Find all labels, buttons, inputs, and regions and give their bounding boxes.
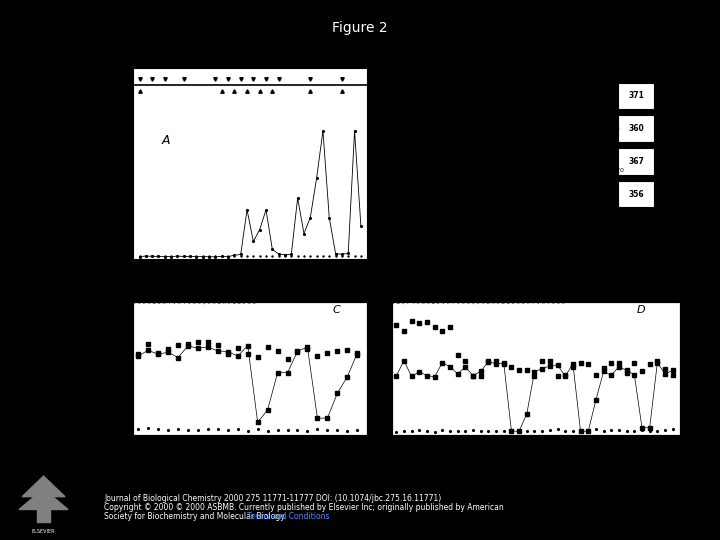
FancyBboxPatch shape bbox=[618, 148, 654, 174]
Text: Copyright © 2000 © 2000 ASBMB. Currently published by Elsevier Inc; originally p: Copyright © 2000 © 2000 ASBMB. Currently… bbox=[104, 503, 504, 512]
Text: Terms and Conditions: Terms and Conditions bbox=[247, 512, 330, 522]
Text: D: D bbox=[637, 305, 646, 315]
Text: 340: 340 bbox=[392, 293, 404, 298]
Polygon shape bbox=[22, 476, 65, 497]
Text: 373: 373 bbox=[552, 252, 563, 256]
Text: 366: 366 bbox=[575, 237, 587, 241]
Text: TH8: TH8 bbox=[262, 469, 278, 478]
Text: 359: 359 bbox=[602, 210, 614, 215]
Text: 362: 362 bbox=[521, 260, 534, 265]
Y-axis label: CPM: CPM bbox=[110, 363, 115, 374]
Y-axis label: pmole: pmole bbox=[682, 361, 687, 376]
Text: 357: 357 bbox=[521, 74, 534, 79]
X-axis label: Cycle No.: Cycle No. bbox=[238, 446, 263, 450]
Text: 315: 315 bbox=[133, 293, 145, 298]
Text: 358: 358 bbox=[468, 240, 480, 245]
X-axis label: Slice No.: Slice No. bbox=[237, 270, 264, 275]
Y-axis label: CPM: CPM bbox=[110, 157, 115, 170]
FancyBboxPatch shape bbox=[618, 116, 654, 141]
Text: 361: 361 bbox=[471, 90, 482, 95]
Text: 364: 364 bbox=[572, 90, 584, 95]
Y-axis label: CPM: CPM bbox=[369, 363, 374, 374]
Text: C: C bbox=[332, 305, 340, 315]
Text: Figure 2: Figure 2 bbox=[332, 21, 388, 35]
X-axis label: Cycle No.: Cycle No. bbox=[523, 446, 549, 450]
Text: 360: 360 bbox=[628, 124, 644, 133]
Text: C I L K A N R T V R Y V G G Q E H A M L A A D K N: C I L K A N R T V R Y V G G Q E H A M L … bbox=[133, 301, 256, 305]
Text: TH9: TH9 bbox=[536, 469, 552, 478]
Text: S A Q F T L G S A D V R Y V G G Q E H A M L A A D K N R T V R Y V G G: S A Q F T L G S A D V R Y V G G Q E H A … bbox=[392, 301, 565, 305]
Text: 372: 372 bbox=[431, 168, 443, 173]
FancyBboxPatch shape bbox=[618, 83, 654, 109]
Text: 1H9: 1H9 bbox=[518, 153, 537, 164]
Text: Journal of Biological Chemistry 2000 275 11771-11777 DOI: (10.1074/jbc.275.16.11: Journal of Biological Chemistry 2000 275… bbox=[104, 494, 441, 503]
Text: 368: 368 bbox=[435, 126, 447, 131]
Text: 367: 367 bbox=[628, 157, 644, 166]
Y-axis label: pmole: pmole bbox=[369, 361, 374, 376]
Polygon shape bbox=[19, 489, 68, 510]
Text: 369: 369 bbox=[495, 254, 507, 259]
Text: Society for Biochemistry and Molecular Biology.: Society for Biochemistry and Molecular B… bbox=[104, 512, 287, 522]
Text: B: B bbox=[523, 180, 531, 190]
Text: ELSEVIER: ELSEVIER bbox=[32, 529, 55, 534]
Text: A: A bbox=[161, 134, 170, 147]
Text: 356: 356 bbox=[629, 190, 644, 199]
Text: 371: 371 bbox=[628, 91, 644, 100]
Text: T1.5: T1.5 bbox=[398, 469, 415, 478]
Text: 370: 370 bbox=[612, 168, 624, 173]
Text: 363: 363 bbox=[608, 126, 620, 131]
Text: 365: 365 bbox=[441, 210, 453, 215]
FancyBboxPatch shape bbox=[618, 181, 654, 207]
